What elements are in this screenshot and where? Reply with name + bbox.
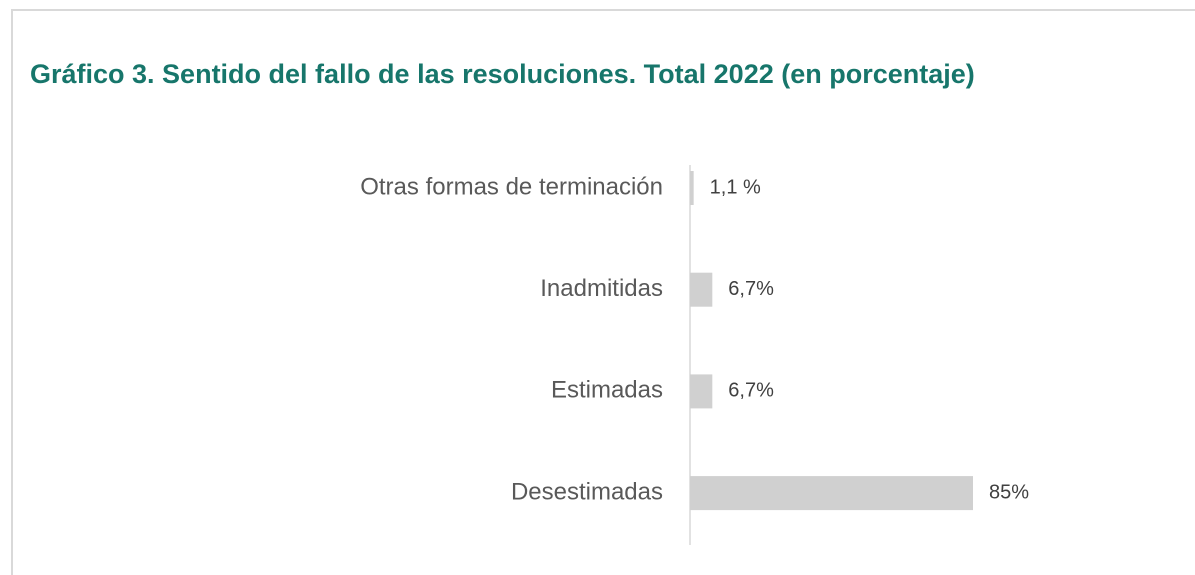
value-label: 6,7% [728,380,774,402]
category-label: Inadmitidas [540,275,663,302]
chart-title: Gráfico 3. Sentido del fallo de las reso… [30,59,975,89]
bar [690,374,713,409]
value-label: 6,7% [728,278,774,300]
value-label: 85% [989,481,1029,503]
category-label: Otras formas de terminación [360,173,663,200]
bar [690,272,713,307]
chart-frame [11,9,1195,575]
bar [690,171,694,205]
category-label: Estimadas [551,377,663,404]
value-label: 1,1 % [710,176,761,198]
bar [690,476,973,511]
category-label: Desestimadas [511,478,663,505]
